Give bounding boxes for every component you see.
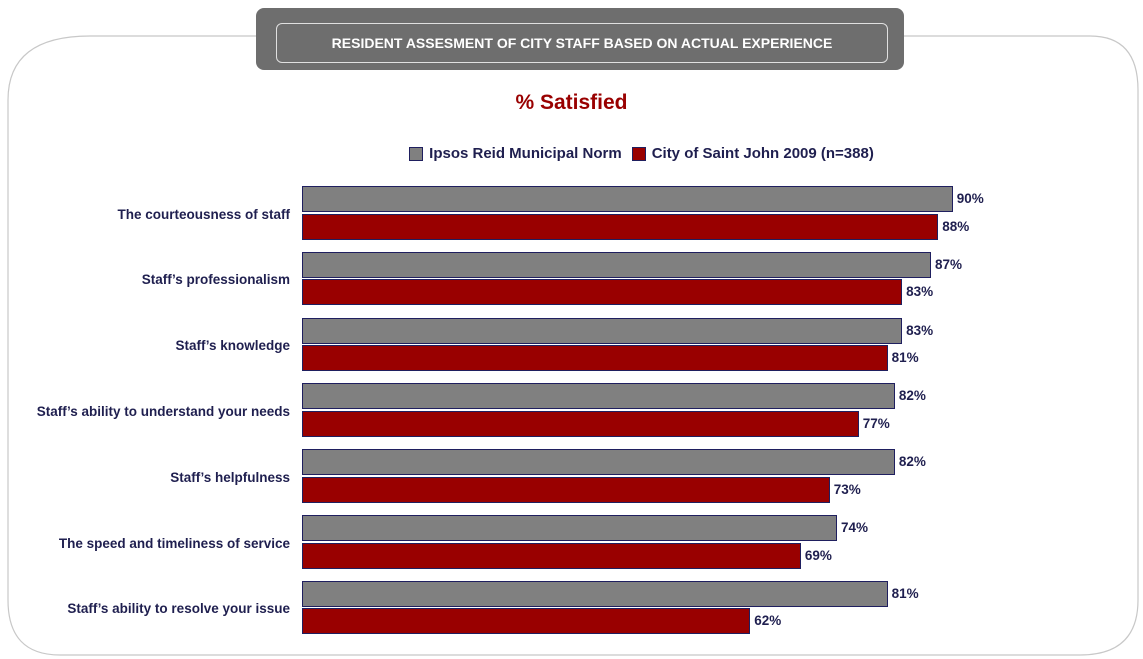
value-label: 88% xyxy=(942,218,970,234)
value-label: 83% xyxy=(906,284,934,300)
header-title: RESIDENT ASSESMENT OF CITY STAFF BASED O… xyxy=(276,23,888,63)
bar xyxy=(302,383,895,410)
value-label: 90% xyxy=(956,191,984,206)
value-label: 82% xyxy=(898,388,926,404)
bar xyxy=(302,476,830,503)
category-label: The speed and timeliness of service xyxy=(58,535,290,551)
category-label: Staff’s professionalism xyxy=(141,272,290,288)
bar xyxy=(302,608,751,635)
header-box xyxy=(256,8,904,70)
value-label: 83% xyxy=(906,322,934,338)
bar xyxy=(302,410,859,437)
value-label: 77% xyxy=(862,415,890,431)
category-label: Staff’s knowledge xyxy=(175,338,290,354)
value-label: 82% xyxy=(898,454,926,470)
legend: Ipsos Reid Municipal Norm City of Saint J… xyxy=(0,145,1143,162)
value-label: 81% xyxy=(891,350,919,366)
category-label: Staff’s ability to understand your needs xyxy=(36,403,290,419)
bar xyxy=(302,449,895,476)
bar xyxy=(302,345,888,372)
legend-label: Ipsos Reid Municipal Norm xyxy=(429,145,622,162)
value-label: 62% xyxy=(754,613,782,629)
bar xyxy=(302,580,888,607)
bar xyxy=(302,542,801,569)
bar xyxy=(302,515,838,541)
bar xyxy=(302,213,939,240)
value-label: 74% xyxy=(841,520,869,535)
bar xyxy=(302,317,903,344)
value-label: 81% xyxy=(891,585,919,601)
bar xyxy=(302,186,953,212)
value-label: 69% xyxy=(804,547,832,563)
category-label: The courteousness of staff xyxy=(117,206,290,222)
legend-swatch xyxy=(409,146,424,161)
category-label: Staff’s ability to resolve your issue xyxy=(67,601,290,617)
value-label: 87% xyxy=(935,256,963,272)
legend-label: City of Saint John 2009 (n=388) xyxy=(651,145,874,162)
value-label: 73% xyxy=(833,481,861,497)
legend-swatch xyxy=(631,146,646,161)
chart-title: % Satisfied xyxy=(515,91,628,114)
bar xyxy=(302,251,931,278)
bar xyxy=(302,279,903,306)
category-label: Staff’s helpfulness xyxy=(170,469,290,485)
